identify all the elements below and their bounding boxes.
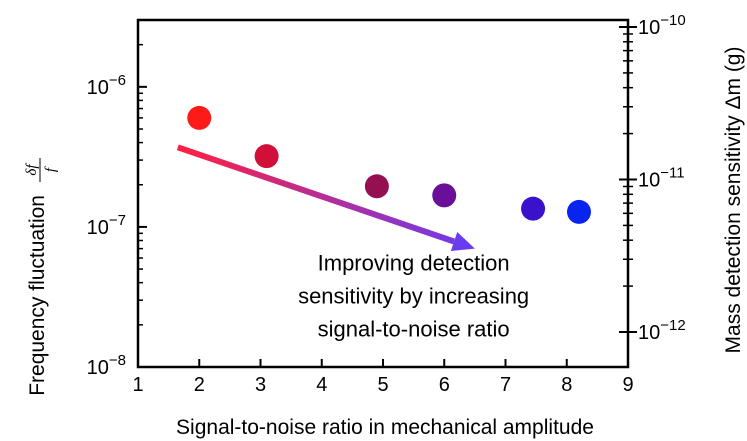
annotation-text: Improving detection sensitivity by increa…: [298, 251, 529, 342]
x-axis-title: Signal-to-noise ratio in mechanical ampl…: [176, 416, 594, 439]
y2-tick-label: 10−11: [638, 165, 685, 192]
x-tick-label: 4: [316, 374, 327, 396]
x-tick-label: 6: [439, 374, 450, 396]
y-axis-fraction-numerator: δf: [24, 163, 40, 176]
y-axis-title-text: Frequency fluctuation: [26, 195, 49, 396]
x-tick-label: 5: [377, 374, 388, 396]
y-axis-title: Frequency fluctuation δf f: [24, 158, 59, 396]
arrow-shaft: [176, 144, 456, 245]
y2-tick-label: 10−10: [638, 12, 686, 39]
y-tick-label: 10−7: [87, 212, 126, 239]
y-tick-label: 10−6: [87, 72, 126, 99]
x-axis-ticks: 1 2 3 4 5 6 7 8 9: [132, 359, 634, 396]
x-tick-label: 9: [622, 374, 633, 396]
x-tick-label: 8: [561, 374, 572, 396]
x-tick-label: 1: [132, 374, 143, 396]
y-axis-fraction-denominator: f: [43, 166, 59, 172]
y-tick-label: 10−8: [87, 352, 126, 379]
x-tick-label: 2: [194, 374, 205, 396]
data-point: [187, 105, 212, 130]
data-point: [254, 144, 279, 169]
data-point: [521, 196, 546, 221]
data-point: [432, 183, 457, 208]
y2-axis-ticks: 10−10 10−11 10−12: [619, 12, 686, 344]
y2-tick-label: 10−12: [638, 317, 686, 344]
data-point: [364, 174, 389, 199]
data-point: [567, 199, 591, 224]
x-tick-label: 3: [255, 374, 266, 396]
data-points: [187, 105, 591, 224]
y-axis-ticks: 10−6 10−7 10−8: [87, 19, 147, 379]
arrow-head: [450, 232, 475, 251]
x-tick-label: 7: [500, 374, 511, 396]
y2-axis-title: Mass detection sensitivity Δm (g): [722, 47, 745, 354]
trend-arrow: [176, 144, 475, 251]
